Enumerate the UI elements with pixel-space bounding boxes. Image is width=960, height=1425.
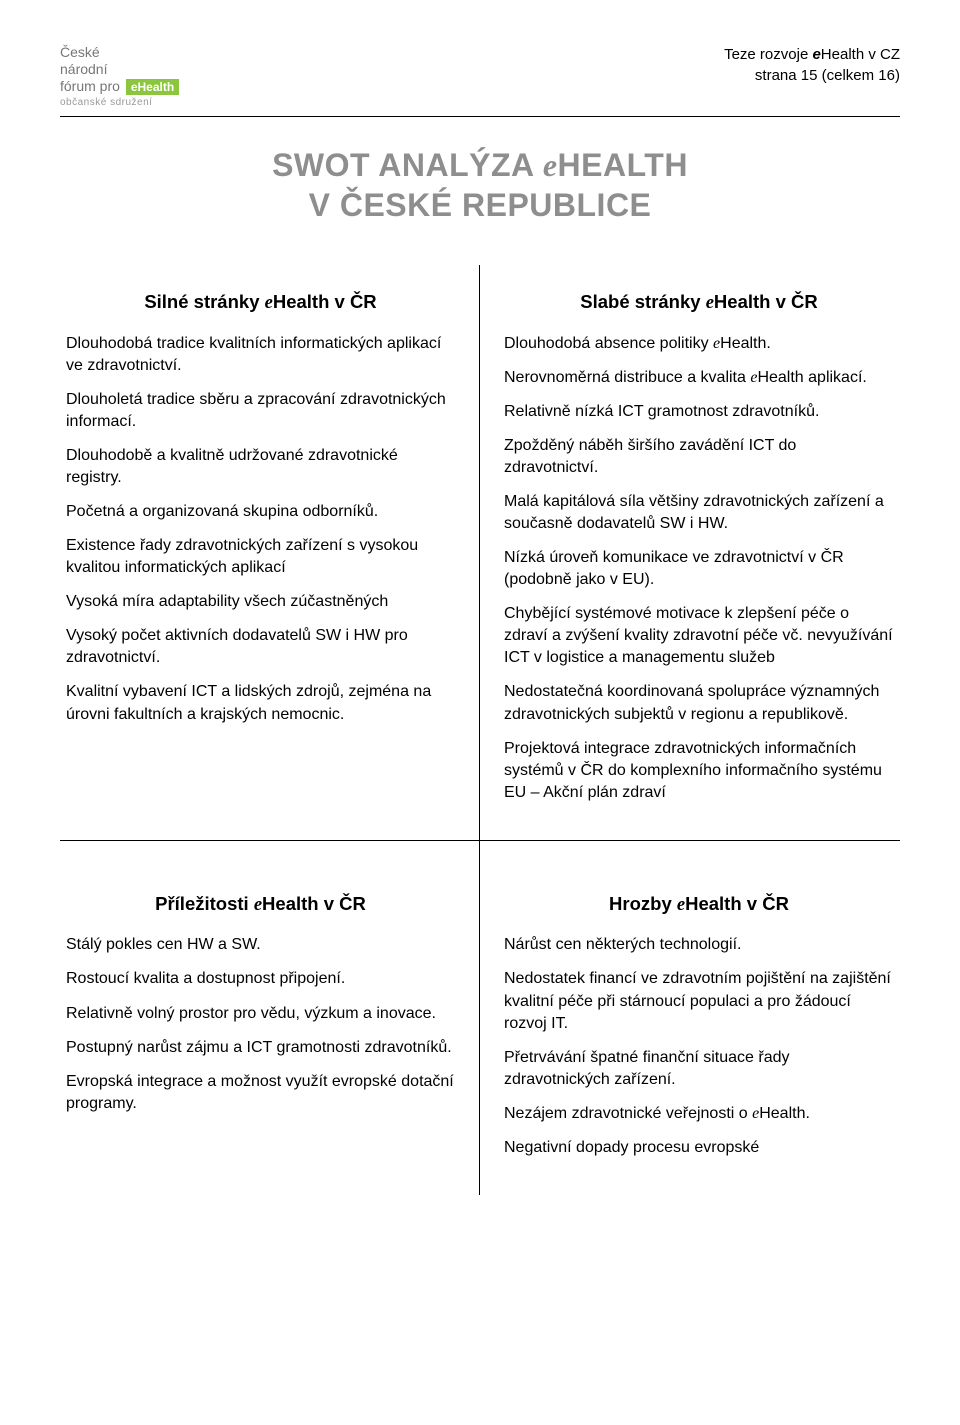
opportunities-p1: Stálý pokles cen HW a SW. bbox=[66, 934, 455, 956]
weaknesses-p8: Nedostatečná koordinovaná spolupráce výz… bbox=[504, 681, 894, 725]
weaknesses-p4: Zpožděný náběh širšího zavádění ICT do z… bbox=[504, 435, 894, 479]
threats-heading-pre: Hrozby bbox=[609, 893, 677, 914]
weaknesses-p3: Relativně nízká ICT gramotnost zdravotní… bbox=[504, 401, 894, 423]
strengths-p6: Vysoká míra adaptability všech zúčastněn… bbox=[66, 591, 455, 613]
opportunities-p5: Evropská integrace a možnost využít evro… bbox=[66, 1071, 455, 1115]
swot-grid: Silné stránky eHealth v ČR Dlouhodobá tr… bbox=[60, 265, 900, 1195]
logo-line3-pre: fórum pro bbox=[60, 78, 124, 94]
weaknesses-heading-pre: Slabé stránky bbox=[580, 291, 705, 312]
header-right-line2: strana 15 (celkem 16) bbox=[724, 65, 900, 86]
threats-p2: Nedostatek financí ve zdravotním pojiště… bbox=[504, 968, 894, 1034]
opportunities-cell: Příležitosti eHealth v ČR Stálý pokles c… bbox=[60, 841, 480, 1195]
opportunities-p3: Relativně volný prostor pro vědu, výzkum… bbox=[66, 1003, 455, 1025]
strengths-p1: Dlouhodobá tradice kvalitních informatic… bbox=[66, 333, 455, 377]
threats-p4-pre: Nezájem zdravotnické veřejnosti o bbox=[504, 1105, 752, 1122]
weaknesses-p1-pre: Dlouhodobá absence politiky bbox=[504, 335, 713, 352]
weaknesses-heading-post: Health v ČR bbox=[714, 291, 818, 312]
weaknesses-p6: Nízká úroveň komunikace ve zdravotnictví… bbox=[504, 547, 894, 591]
title-line1-e: e bbox=[543, 147, 558, 183]
page-header: České národní fórum pro eHealth občanské… bbox=[60, 44, 900, 108]
threats-heading-post: Health v ČR bbox=[685, 893, 789, 914]
strengths-p3: Dlouhodobě a kvalitně udržované zdravotn… bbox=[66, 445, 455, 489]
title-line1-pre: SWOT ANALÝZA bbox=[272, 147, 543, 183]
logo-subtitle: občanské sdružení bbox=[60, 97, 179, 108]
logo-text: České národní fórum pro eHealth občanské… bbox=[60, 44, 179, 108]
strengths-heading-pre: Silné stránky bbox=[144, 291, 264, 312]
weaknesses-heading-e: e bbox=[706, 293, 714, 313]
threats-cell: Hrozby eHealth v ČR Nárůst cen některých… bbox=[480, 841, 900, 1195]
title-line2: V ČESKÉ REPUBLICE bbox=[309, 187, 652, 223]
header-divider bbox=[60, 116, 900, 117]
logo-badge: eHealth bbox=[126, 79, 179, 95]
logo-line1: České bbox=[60, 44, 100, 60]
title-line1-post: HEALTH bbox=[558, 147, 688, 183]
strengths-p4: Početná a organizovaná skupina odborníků… bbox=[66, 501, 455, 523]
document-page: České národní fórum pro eHealth občanské… bbox=[0, 0, 960, 1225]
threats-p1: Nárůst cen některých technologií. bbox=[504, 934, 894, 956]
header-right: Teze rozvoje eHealth v CZ strana 15 (cel… bbox=[724, 44, 900, 86]
opportunities-heading-post: Health v ČR bbox=[262, 893, 366, 914]
header-right-line1-pre: Teze rozvoje bbox=[724, 46, 812, 63]
weaknesses-heading: Slabé stránky eHealth v ČR bbox=[504, 289, 894, 317]
threats-heading-e: e bbox=[677, 895, 685, 915]
weaknesses-p2-post: Health aplikací. bbox=[757, 369, 866, 386]
document-title: SWOT ANALÝZA eHEALTH V ČESKÉ REPUBLICE bbox=[60, 145, 900, 225]
threats-p3: Přetrvávání špatné finanční situace řady… bbox=[504, 1047, 894, 1091]
weaknesses-p2: Nerovnoměrná distribuce a kvalita eHealt… bbox=[504, 367, 894, 389]
weaknesses-cell: Slabé stránky eHealth v ČR Dlouhodobá ab… bbox=[480, 265, 900, 840]
logo-line2: národní bbox=[60, 61, 107, 77]
weaknesses-p9: Projektová integrace zdravotnických info… bbox=[504, 738, 894, 804]
opportunities-p4: Postupný narůst zájmu a ICT gramotnosti … bbox=[66, 1037, 455, 1059]
threats-heading: Hrozby eHealth v ČR bbox=[504, 891, 894, 919]
threats-p4: Nezájem zdravotnické veřejnosti o eHealt… bbox=[504, 1103, 894, 1125]
strengths-p7: Vysoký počet aktivních dodavatelů SW i H… bbox=[66, 625, 455, 669]
strengths-p2: Dlouholetá tradice sběru a zpracování zd… bbox=[66, 389, 455, 433]
weaknesses-p5: Malá kapitálová síla většiny zdravotnick… bbox=[504, 491, 894, 535]
strengths-p5: Existence řady zdravotnických zařízení s… bbox=[66, 535, 455, 579]
logo-block: České národní fórum pro eHealth občanské… bbox=[60, 44, 179, 108]
weaknesses-p2-pre: Nerovnoměrná distribuce a kvalita bbox=[504, 369, 750, 386]
threats-p4-post: Health. bbox=[759, 1105, 810, 1122]
strengths-cell: Silné stránky eHealth v ČR Dlouhodobá tr… bbox=[60, 265, 480, 840]
header-right-line1-post: Health v CZ bbox=[821, 46, 900, 63]
opportunities-heading-e: e bbox=[254, 895, 262, 915]
header-right-line1-e: e bbox=[812, 46, 820, 63]
opportunities-p2: Rostoucí kvalita a dostupnost připojení. bbox=[66, 968, 455, 990]
strengths-p8: Kvalitní vybavení ICT a lidských zdrojů,… bbox=[66, 681, 455, 725]
strengths-heading-post: Health v ČR bbox=[273, 291, 377, 312]
strengths-heading: Silné stránky eHealth v ČR bbox=[66, 289, 455, 317]
weaknesses-p1-post: Health. bbox=[720, 335, 771, 352]
threats-p5: Negativní dopady procesu evropské bbox=[504, 1137, 894, 1159]
header-right-line1: Teze rozvoje eHealth v CZ bbox=[724, 44, 900, 65]
weaknesses-p1: Dlouhodobá absence politiky eHealth. bbox=[504, 333, 894, 355]
weaknesses-p7: Chybějící systémové motivace k zlepšení … bbox=[504, 603, 894, 669]
opportunities-heading: Příležitosti eHealth v ČR bbox=[66, 891, 455, 919]
opportunities-heading-pre: Příležitosti bbox=[155, 893, 254, 914]
strengths-heading-e: e bbox=[265, 293, 273, 313]
